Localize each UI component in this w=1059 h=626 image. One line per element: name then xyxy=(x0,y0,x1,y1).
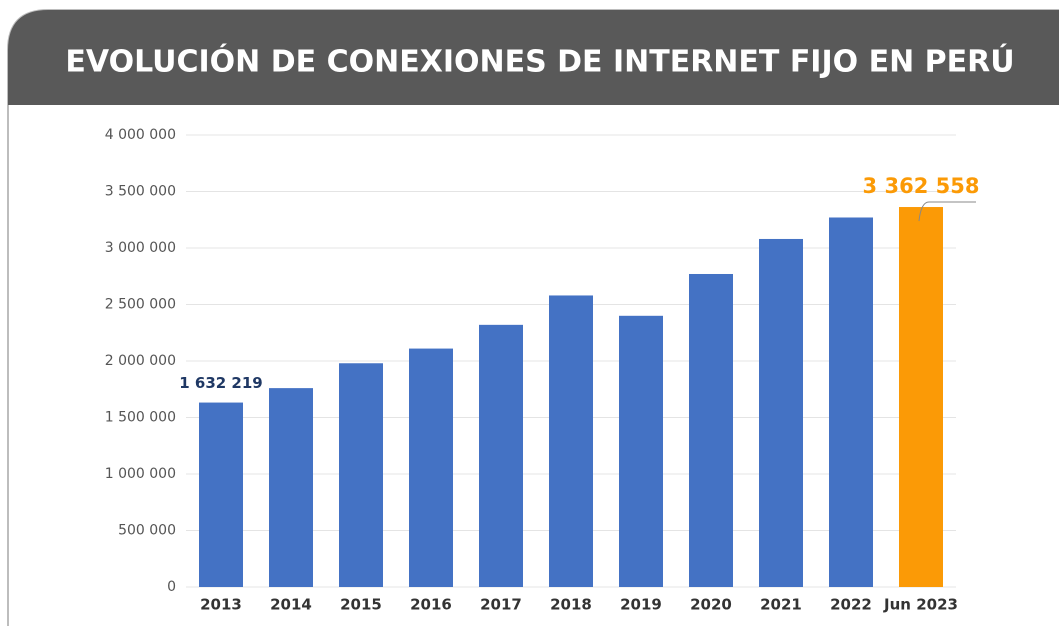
y-tick-label: 4 000 000 xyxy=(105,127,176,143)
x-tick-label: Jun 2023 xyxy=(883,596,958,614)
y-tick-label: 3 500 000 xyxy=(105,184,176,200)
bar xyxy=(479,324,523,587)
bar xyxy=(199,402,243,587)
y-tick-label: 2 000 000 xyxy=(105,353,176,369)
y-tick-label: 3 000 000 xyxy=(105,240,176,256)
bar xyxy=(269,388,313,587)
x-tick-label: 2019 xyxy=(620,596,662,614)
x-tick-label: 2021 xyxy=(760,596,802,614)
bar xyxy=(689,273,733,587)
x-tick-label: 2015 xyxy=(340,596,382,614)
header xyxy=(8,10,1059,105)
bar xyxy=(409,348,453,587)
x-tick-label: 2020 xyxy=(690,596,732,614)
x-tick-label: 2013 xyxy=(200,596,242,614)
x-tick-label: 2014 xyxy=(270,596,312,614)
x-tick-label: 2022 xyxy=(830,596,872,614)
leader-line xyxy=(918,201,976,222)
value-label: 1 632 219 xyxy=(179,374,263,392)
bar xyxy=(899,207,943,587)
x-tick-label: 2017 xyxy=(480,596,522,614)
y-tick-label: 1 000 000 xyxy=(105,466,176,482)
chart-title: EVOLUCIÓN DE CONEXIONES DE INTERNET FIJO… xyxy=(65,43,1014,80)
x-tick-label: 2016 xyxy=(410,596,452,614)
bar xyxy=(549,295,593,587)
y-tick-label: 500 000 xyxy=(118,523,176,539)
bar xyxy=(759,238,803,587)
bar xyxy=(619,315,663,587)
value-label: 3 362 558 xyxy=(863,174,980,198)
x-tick-label: 2018 xyxy=(550,596,592,614)
y-tick-label: 2 500 000 xyxy=(105,297,176,313)
bar xyxy=(339,363,383,587)
y-tick-label: 1 500 000 xyxy=(105,410,176,426)
y-tick-label: 0 xyxy=(167,579,176,595)
bar xyxy=(829,217,873,588)
